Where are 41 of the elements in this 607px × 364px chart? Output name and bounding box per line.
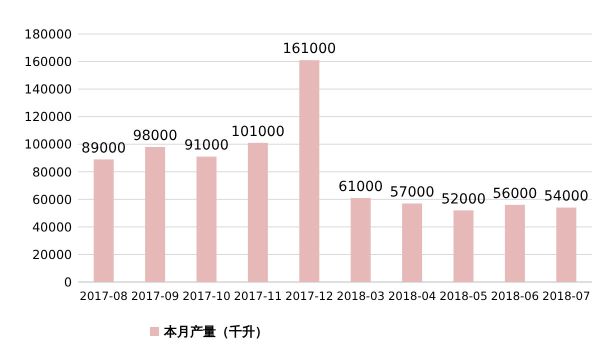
legend-label: 本月产量（千升） — [163, 324, 268, 340]
x-tick-label: 2017-10 — [182, 289, 231, 303]
y-tick-label: 160000 — [24, 54, 72, 70]
y-tick-label: 60000 — [32, 192, 72, 207]
bar — [299, 60, 320, 282]
data-label: 91000 — [184, 138, 229, 154]
data-label: 161000 — [282, 41, 336, 58]
y-tick-label: 100000 — [24, 136, 72, 152]
y-tick-label: 120000 — [24, 109, 72, 124]
x-tick-label: 2017-12 — [285, 289, 334, 303]
x-tick-label: 2018-07 — [542, 289, 590, 303]
y-tick-label: 40000 — [32, 219, 72, 234]
y-tick-label: 180000 — [24, 26, 72, 42]
x-tick-label: 2017-08 — [80, 289, 128, 303]
x-tick-label: 2018-06 — [490, 289, 539, 303]
data-label: 52000 — [441, 191, 486, 208]
bar — [145, 146, 166, 282]
bar — [402, 203, 422, 282]
x-tick-label: 2018-03 — [336, 289, 385, 303]
x-tick-label: 2017-11 — [234, 289, 282, 303]
bar — [196, 156, 216, 282]
data-label: 101000 — [231, 124, 285, 140]
y-tick-label: 20000 — [32, 246, 72, 262]
bar — [350, 198, 371, 282]
data-label: 56000 — [492, 186, 538, 202]
bar — [248, 142, 268, 282]
data-label: 57000 — [390, 184, 434, 200]
y-tick-label: 80000 — [32, 164, 72, 180]
data-label: 89000 — [81, 140, 126, 156]
bar — [94, 159, 114, 282]
data-label: 61000 — [338, 178, 383, 195]
bar — [504, 204, 525, 282]
y-tick-label: 140000 — [24, 82, 72, 97]
x-tick-label: 2018-05 — [439, 289, 488, 303]
data-label: 54000 — [544, 188, 589, 205]
x-tick-label: 2017-09 — [131, 289, 180, 303]
x-tick-label: 2018-04 — [388, 289, 436, 303]
bar — [454, 210, 474, 282]
data-label: 98000 — [132, 128, 178, 144]
bar — [556, 208, 576, 282]
y-tick-label: 0 — [64, 274, 72, 290]
